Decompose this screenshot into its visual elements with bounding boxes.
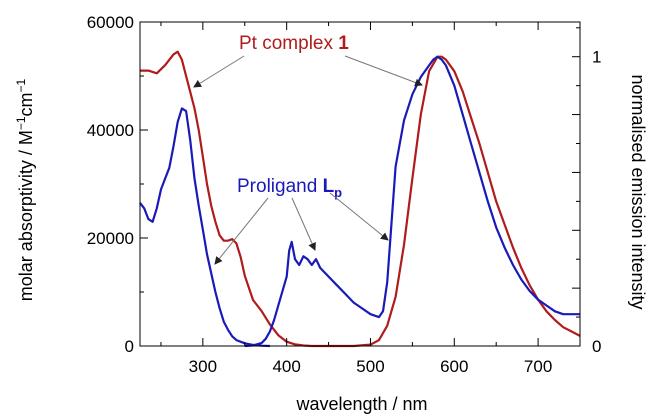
series-line-1 <box>139 107 270 348</box>
arrow-pt-to-emission <box>344 55 423 87</box>
series-line-2 <box>311 55 581 348</box>
x-tick-label: 700 <box>524 357 552 376</box>
series-line-0 <box>140 50 312 348</box>
annotation-pt-complex: Pt complex 1 <box>239 33 349 54</box>
x-axis-title: wavelength / nm <box>295 394 427 414</box>
annotation-arrows <box>193 55 423 265</box>
x-tick-label: 400 <box>272 357 300 376</box>
y-left-tick-label: 20000 <box>87 229 134 248</box>
y-left-tick-label: 40000 <box>87 121 134 140</box>
annotation-proligand: Proligand Lp <box>237 176 342 200</box>
y-left-label-sup1: −1 <box>14 116 28 130</box>
arrow-lp-to-emission-band <box>291 197 316 251</box>
y-right-tick-label: 1 <box>592 48 601 67</box>
annotation-lp-text: Proligand <box>237 176 323 197</box>
y-left-axis-title: molar absorptivity / M−1cm−1 <box>14 78 36 301</box>
plot-lines <box>139 50 581 348</box>
y-left-label-mid: cm <box>16 92 36 116</box>
y-left-label-main: molar absorptivity / M <box>16 130 36 301</box>
y-left-tick-label: 60000 <box>87 13 134 32</box>
arrow-pt-to-absorption <box>193 55 245 88</box>
axis-ticks: 300 400 500 600 700 0 20000 40000 60000 0 1 <box>87 13 602 376</box>
y-left-label-sup2: −1 <box>14 78 28 92</box>
x-tick-label: 300 <box>189 357 217 376</box>
y-right-axis-title: normalised emission intensity <box>628 74 648 309</box>
series-line-3 <box>244 55 580 348</box>
annotation-pt-bold: 1 <box>338 33 349 54</box>
annotation-lp-sub: p <box>334 185 342 200</box>
x-tick-label: 500 <box>356 357 384 376</box>
arrow-lp-to-absorption <box>214 197 269 265</box>
x-tick-label: 600 <box>440 357 468 376</box>
annotation-pt-text: Pt complex <box>239 33 338 54</box>
arrow-lp-to-emission <box>329 192 389 241</box>
y-right-tick-label: 0 <box>592 337 601 356</box>
y-left-tick-label: 0 <box>125 337 134 356</box>
annotation-lp-bold: L <box>323 176 335 197</box>
